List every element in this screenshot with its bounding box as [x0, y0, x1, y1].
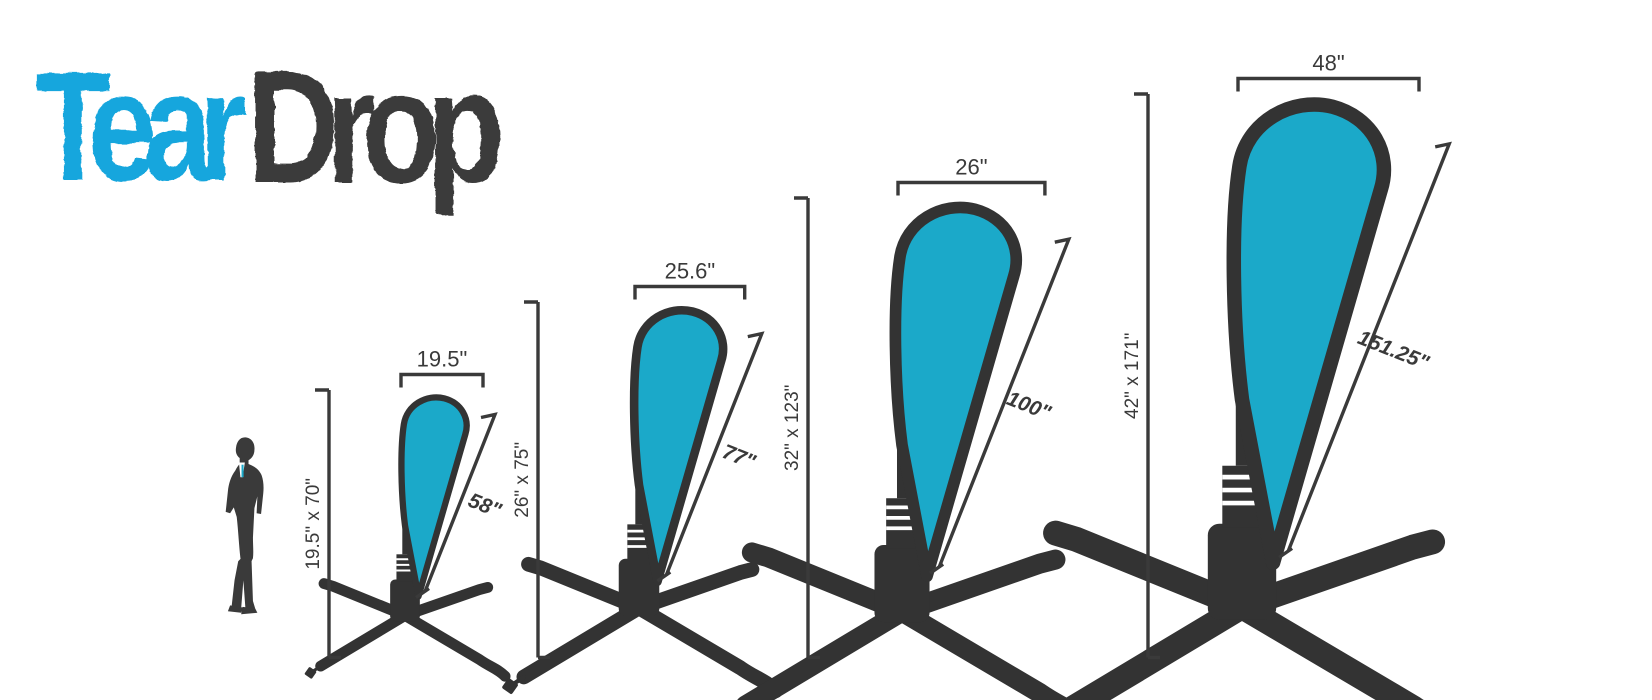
svg-text:19.5" x 70": 19.5" x 70": [303, 478, 324, 570]
svg-text:19.5": 19.5": [417, 347, 468, 372]
svg-text:Tear: Tear: [35, 40, 245, 213]
svg-text:42" x 171": 42" x 171": [1122, 333, 1143, 419]
svg-text:25.6": 25.6": [665, 259, 716, 284]
svg-text:32" x 123": 32" x 123": [782, 385, 803, 471]
svg-text:48": 48": [1312, 51, 1344, 76]
svg-text:26": 26": [955, 155, 987, 180]
svg-text:26" x 75": 26" x 75": [512, 442, 533, 518]
svg-text:Drop: Drop: [247, 37, 500, 216]
